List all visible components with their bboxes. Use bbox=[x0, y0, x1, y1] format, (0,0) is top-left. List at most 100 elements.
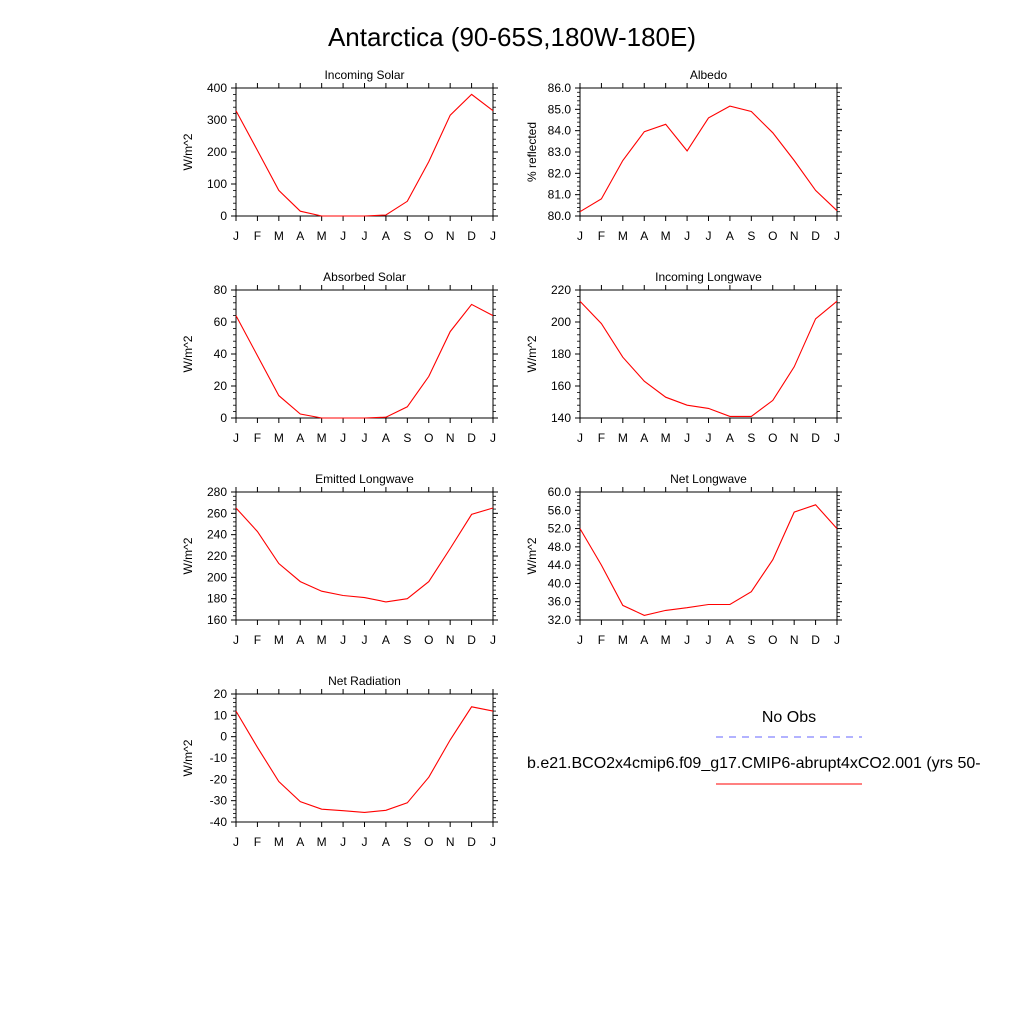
x-tick-label: N bbox=[790, 229, 799, 243]
x-tick-label: J bbox=[706, 431, 712, 445]
x-tick-label: S bbox=[747, 633, 755, 647]
x-tick-label: F bbox=[598, 229, 605, 243]
x-tick-label: A bbox=[726, 229, 734, 243]
panel-title: Incoming Longwave bbox=[655, 270, 762, 284]
y-axis-label: W/m^2 bbox=[181, 537, 195, 574]
x-tick-label: M bbox=[274, 633, 284, 647]
x-tick-label: J bbox=[340, 633, 346, 647]
x-tick-label: F bbox=[254, 835, 261, 849]
legend-model-label: b.e21.BCO2x4cmip6.f09_g17.CMIP6-abrupt4x… bbox=[527, 755, 981, 772]
x-tick-label: A bbox=[382, 633, 390, 647]
x-tick-label: M bbox=[317, 835, 327, 849]
x-tick-label: J bbox=[834, 633, 840, 647]
y-tick-label: 260 bbox=[207, 506, 227, 520]
y-tick-label: 140 bbox=[551, 411, 571, 425]
x-tick-label: F bbox=[254, 431, 261, 445]
x-tick-label: J bbox=[233, 229, 239, 243]
y-axis-label: W/m^2 bbox=[181, 739, 195, 776]
x-tick-label: J bbox=[362, 431, 368, 445]
x-tick-label: A bbox=[296, 835, 304, 849]
y-tick-label: -20 bbox=[210, 772, 228, 786]
x-tick-label: N bbox=[446, 633, 455, 647]
x-tick-label: J bbox=[577, 431, 583, 445]
x-tick-label: D bbox=[467, 229, 476, 243]
x-tick-label: J bbox=[362, 633, 368, 647]
x-tick-label: J bbox=[834, 431, 840, 445]
x-tick-label: A bbox=[296, 633, 304, 647]
x-tick-label: O bbox=[424, 431, 433, 445]
x-tick-label: J bbox=[233, 835, 239, 849]
y-tick-label: 10 bbox=[214, 708, 228, 722]
x-tick-label: F bbox=[598, 633, 605, 647]
y-tick-label: 220 bbox=[207, 549, 227, 563]
x-tick-label: A bbox=[296, 431, 304, 445]
x-tick-label: S bbox=[403, 229, 411, 243]
y-tick-label: 40.0 bbox=[548, 576, 572, 590]
y-tick-label: 0 bbox=[220, 730, 227, 744]
x-tick-label: D bbox=[811, 431, 820, 445]
y-tick-label: 160 bbox=[551, 379, 571, 393]
y-tick-label: 80 bbox=[214, 283, 228, 297]
y-tick-label: 86.0 bbox=[548, 81, 572, 95]
y-tick-label: 48.0 bbox=[548, 540, 572, 554]
plot-frame bbox=[235, 693, 494, 823]
y-tick-label: 60.0 bbox=[548, 485, 572, 499]
x-tick-label: M bbox=[618, 431, 628, 445]
x-tick-label: J bbox=[706, 633, 712, 647]
x-tick-label: O bbox=[768, 431, 777, 445]
x-tick-label: J bbox=[362, 229, 368, 243]
x-tick-label: J bbox=[340, 835, 346, 849]
x-tick-label: N bbox=[446, 835, 455, 849]
x-tick-label: D bbox=[811, 229, 820, 243]
x-tick-label: O bbox=[424, 229, 433, 243]
x-tick-label: M bbox=[618, 633, 628, 647]
x-tick-label: M bbox=[317, 431, 327, 445]
y-tick-label: -10 bbox=[210, 751, 228, 765]
y-tick-label: 180 bbox=[207, 592, 227, 606]
x-tick-label: D bbox=[811, 633, 820, 647]
y-tick-label: 32.0 bbox=[548, 613, 572, 627]
y-axis-label: W/m^2 bbox=[525, 335, 539, 372]
y-tick-label: 240 bbox=[207, 528, 227, 542]
x-tick-label: D bbox=[467, 633, 476, 647]
legend: No Obs b.e21.BCO2x4cmip6.f09_g17.CMIP6-a… bbox=[527, 709, 981, 785]
x-tick-label: M bbox=[661, 633, 671, 647]
x-tick-label: M bbox=[317, 633, 327, 647]
y-tick-label: 36.0 bbox=[548, 595, 572, 609]
x-tick-label: A bbox=[296, 229, 304, 243]
y-axis-label: W/m^2 bbox=[181, 335, 195, 372]
y-tick-label: 180 bbox=[551, 347, 571, 361]
figure-title: Antarctica (90-65S,180W-180E) bbox=[328, 22, 696, 52]
panel-title: Albedo bbox=[690, 68, 728, 82]
plot-frame bbox=[579, 87, 838, 217]
x-tick-label: J bbox=[490, 835, 496, 849]
y-tick-label: 52.0 bbox=[548, 522, 572, 536]
y-tick-label: 200 bbox=[207, 570, 227, 584]
x-tick-label: J bbox=[577, 633, 583, 647]
x-tick-label: M bbox=[661, 229, 671, 243]
x-tick-label: J bbox=[340, 229, 346, 243]
y-tick-label: 220 bbox=[551, 283, 571, 297]
y-axis-label: W/m^2 bbox=[525, 537, 539, 574]
x-tick-label: S bbox=[403, 431, 411, 445]
x-tick-label: S bbox=[747, 229, 755, 243]
x-tick-label: S bbox=[403, 633, 411, 647]
y-tick-label: 85.0 bbox=[548, 102, 572, 116]
series-line bbox=[235, 706, 494, 813]
x-tick-label: M bbox=[317, 229, 327, 243]
x-tick-label: J bbox=[340, 431, 346, 445]
x-tick-label: N bbox=[790, 431, 799, 445]
y-tick-label: 200 bbox=[207, 145, 227, 159]
x-tick-label: D bbox=[467, 835, 476, 849]
panel-title: Incoming Solar bbox=[324, 68, 404, 82]
y-axis-label: W/m^2 bbox=[181, 133, 195, 170]
series-line bbox=[235, 507, 494, 603]
x-tick-label: A bbox=[726, 431, 734, 445]
y-axis-label: % reflected bbox=[525, 122, 539, 182]
y-tick-label: 82.0 bbox=[548, 166, 572, 180]
y-tick-label: 0 bbox=[220, 411, 227, 425]
